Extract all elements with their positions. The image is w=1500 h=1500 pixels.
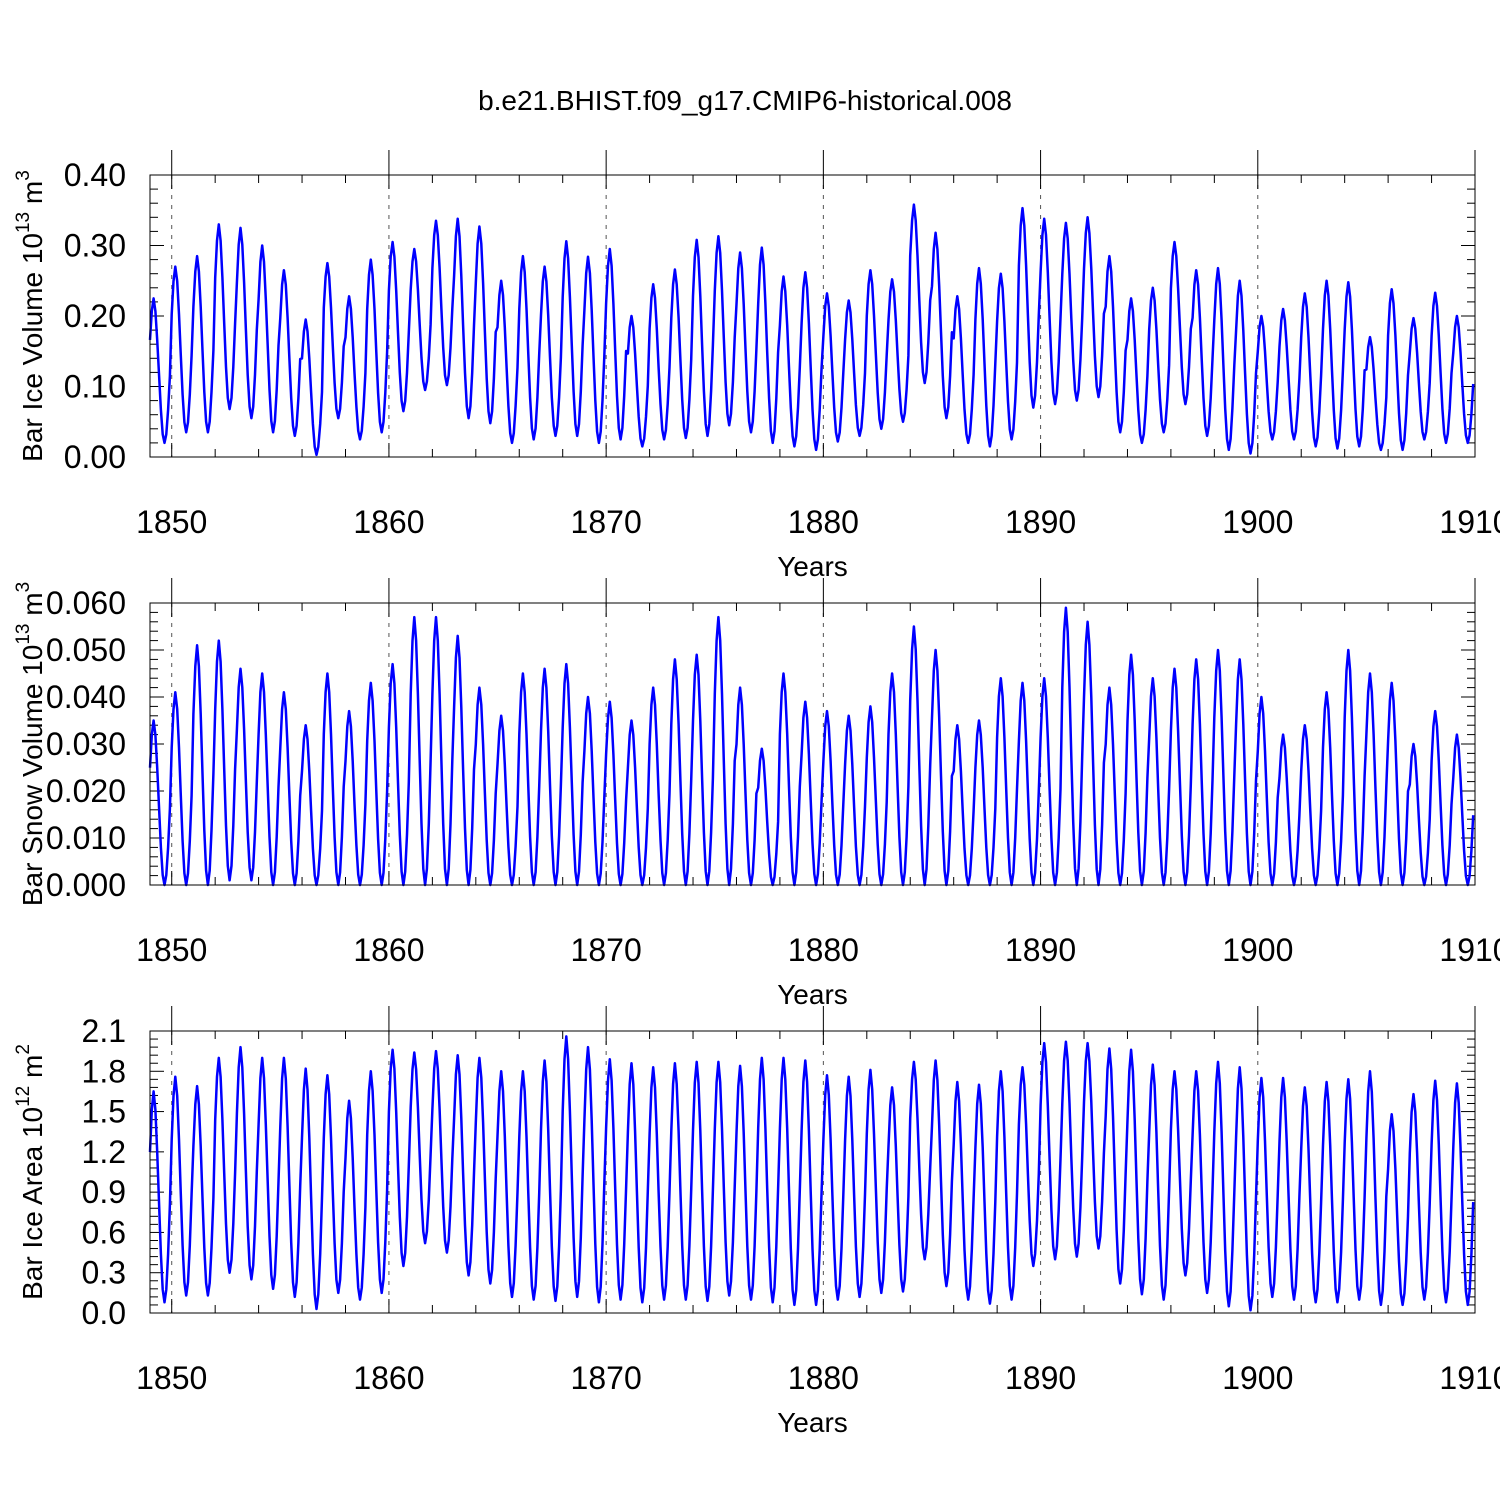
y-tick-label: 0.30 — [64, 228, 126, 264]
y-axis-title-main: Bar Snow Volume 10 — [17, 645, 48, 907]
y-tick-label: 0.10 — [64, 369, 126, 405]
x-tick-label: 1860 — [353, 504, 424, 540]
y-tick-label: 0.000 — [46, 867, 126, 903]
y-tick-label: 2.1 — [82, 1013, 126, 1049]
y-axis-title-unit: m — [17, 181, 48, 212]
x-tick-label: 1900 — [1222, 1360, 1293, 1396]
x-tick-label: 1880 — [788, 932, 859, 968]
y-axis-title: Bar Ice Volume 1013 m3 — [13, 170, 48, 462]
y-tick-label: 0.00 — [64, 439, 126, 475]
x-tick-label: 1870 — [571, 504, 642, 540]
y-tick-label: 1.5 — [82, 1094, 126, 1130]
y-tick-label: 0.030 — [46, 726, 126, 762]
y-axis-title-main: Bar Ice Volume 10 — [17, 233, 48, 462]
x-tick-label: 1890 — [1005, 504, 1076, 540]
x-tick-label: 1860 — [353, 1360, 424, 1396]
y-tick-label: 0.3 — [82, 1255, 126, 1291]
plot-frame — [149, 602, 1476, 886]
x-tick-label: 1890 — [1005, 1360, 1076, 1396]
y-axis-title-unit-exponent: 2 — [13, 1044, 34, 1055]
y-axis-title-unit-exponent: 3 — [13, 170, 34, 181]
y-tick-label: 0.060 — [46, 585, 126, 621]
x-tick-label: 1870 — [571, 932, 642, 968]
y-tick-label: 0.010 — [46, 820, 126, 856]
y-axis-title: Bar Snow Volume 1013 m3 — [13, 582, 48, 906]
y-axis-title-exponent: 13 — [13, 212, 34, 233]
y-tick-label: 0.40 — [64, 157, 126, 193]
y-axis-title-unit: m — [17, 1055, 48, 1086]
y-tick-label: 0.6 — [82, 1214, 126, 1250]
x-axis-title: Years — [777, 979, 848, 1010]
y-tick-label: 0.9 — [82, 1174, 126, 1210]
y-tick-label: 0.20 — [64, 298, 126, 334]
y-tick-label: 0.0 — [82, 1295, 126, 1331]
y-axis-title-exponent: 13 — [13, 624, 34, 645]
y-tick-label: 0.020 — [46, 773, 126, 809]
x-tick-label: 1860 — [353, 932, 424, 968]
x-tick-label: 1880 — [788, 1360, 859, 1396]
x-axis-title: Years — [777, 1407, 848, 1438]
x-tick-label: 1890 — [1005, 932, 1076, 968]
data-line — [148, 203, 1475, 457]
chart-title: b.e21.BHIST.f09_g17.CMIP6-historical.008 — [478, 85, 1012, 116]
y-axis-title-main: Bar Ice Area 10 — [17, 1107, 48, 1300]
plot-frame — [149, 1030, 1476, 1314]
x-axis-title: Years — [777, 551, 848, 582]
x-tick-label: 1850 — [136, 504, 207, 540]
x-tick-label: 1850 — [136, 1360, 207, 1396]
y-tick-label: 1.8 — [82, 1053, 126, 1089]
x-tick-label: 1900 — [1222, 504, 1293, 540]
y-axis-title-unit-exponent: 3 — [13, 582, 34, 593]
plot-frame — [149, 174, 1476, 458]
y-tick-label: 0.040 — [46, 679, 126, 715]
data-line — [148, 606, 1475, 887]
y-axis-title-exponent: 12 — [13, 1086, 34, 1107]
y-axis-title-unit: m — [17, 592, 48, 623]
x-tick-label: 1870 — [571, 1360, 642, 1396]
y-tick-label: 1.2 — [82, 1134, 126, 1170]
y-axis-title: Bar Ice Area 1012 m2 — [13, 1044, 48, 1300]
data-line — [148, 1035, 1475, 1312]
x-tick-label: 1900 — [1222, 932, 1293, 968]
y-tick-label: 0.050 — [46, 632, 126, 668]
x-tick-label: 1850 — [136, 932, 207, 968]
x-tick-label: 1880 — [788, 504, 859, 540]
